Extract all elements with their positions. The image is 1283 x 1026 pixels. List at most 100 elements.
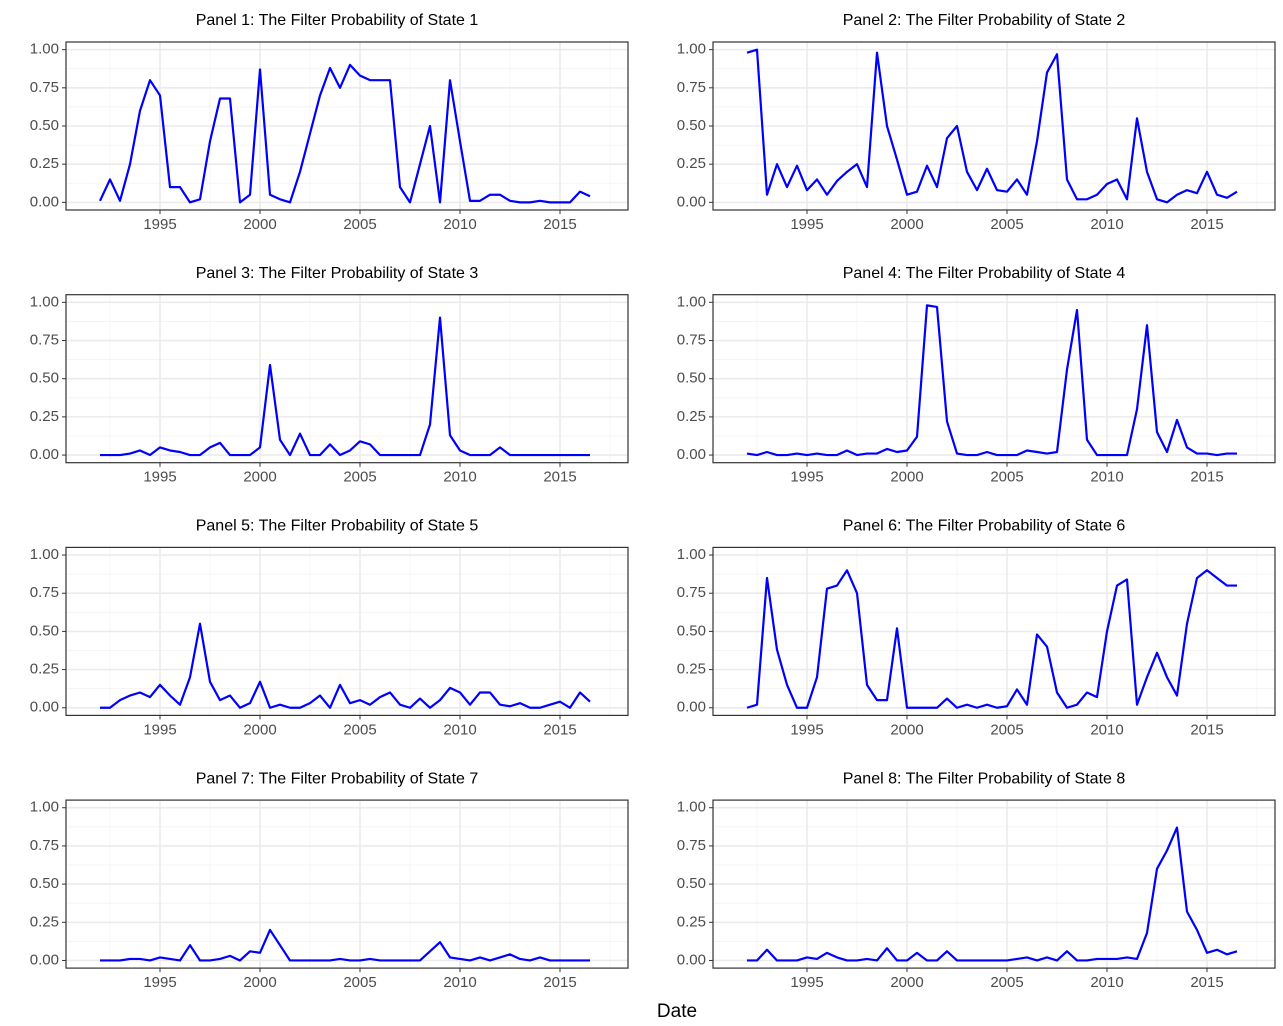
data-line xyxy=(746,48,1238,204)
x-tick-label: 2000 xyxy=(890,216,923,233)
y-tick-label: 1.00 xyxy=(677,293,706,310)
x-tick-label: 2000 xyxy=(890,721,923,738)
panel-border xyxy=(65,41,629,211)
y-tick-label: 0.25 xyxy=(677,408,706,425)
x-tick-label: 1995 xyxy=(143,974,176,991)
x-tick-label: 1995 xyxy=(143,469,176,486)
panel-border xyxy=(712,294,1276,464)
y-tick-label: 0.50 xyxy=(30,370,59,387)
y-tick-label: 0.75 xyxy=(677,331,706,348)
x-tick-label: 1995 xyxy=(790,216,823,233)
y-tick-label: 0.25 xyxy=(30,408,59,425)
y-tick-label: 0.50 xyxy=(30,622,59,639)
x-tick-label: 2000 xyxy=(243,469,276,486)
panel-title: Panel 4: The Filter Probability of State… xyxy=(843,265,1126,282)
x-tick-label: 2005 xyxy=(343,216,376,233)
y-tick-label: 0.25 xyxy=(677,155,706,172)
x-tick-label: 2015 xyxy=(1190,469,1223,486)
y-tick-label: 0.25 xyxy=(677,661,706,678)
y-tick-label: 0.50 xyxy=(677,370,706,387)
x-tick-label: 1995 xyxy=(143,721,176,738)
x-tick-label: 2005 xyxy=(343,721,376,738)
y-tick-label: 0.25 xyxy=(677,913,706,930)
y-tick-label: 0.00 xyxy=(677,951,706,968)
x-axis-label: Date xyxy=(657,1001,697,1022)
data-line xyxy=(746,304,1237,457)
x-tick-label: 2015 xyxy=(1190,216,1223,233)
y-tick-label: 0.50 xyxy=(677,622,706,639)
y-tick-label: 0.50 xyxy=(30,875,59,892)
y-tick-label: 1.00 xyxy=(677,799,706,816)
x-tick-label: 2005 xyxy=(343,469,376,486)
y-tick-label: 0.75 xyxy=(30,837,59,854)
x-tick-label: 2010 xyxy=(1090,216,1123,233)
x-tick-label: 2015 xyxy=(543,721,576,738)
y-tick-label: 1.00 xyxy=(30,799,59,816)
x-tick-label: 2010 xyxy=(1090,469,1123,486)
panel-border xyxy=(712,41,1276,211)
panel-border xyxy=(712,546,1276,717)
x-tick-label: 2010 xyxy=(443,721,476,738)
x-tick-label: 2015 xyxy=(543,974,576,991)
panel-title: Panel 1: The Filter Probability of State… xyxy=(196,12,479,29)
x-tick-label: 1995 xyxy=(790,721,823,738)
panel-title: Panel 6: The Filter Probability of State… xyxy=(843,518,1126,535)
data-line xyxy=(747,826,1238,962)
x-tick-label: 2010 xyxy=(1090,974,1123,991)
x-tick-label: 1995 xyxy=(790,974,823,991)
x-tick-label: 2000 xyxy=(243,216,276,233)
panel-border xyxy=(712,799,1276,969)
panel-title: Panel 3: The Filter Probability of State… xyxy=(196,265,479,282)
y-tick-label: 0.25 xyxy=(30,661,59,678)
y-tick-label: 0.75 xyxy=(30,331,59,348)
panel-title: Panel 2: The Filter Probability of State… xyxy=(843,12,1126,29)
panel-title: Panel 5: The Filter Probability of State… xyxy=(196,518,479,535)
x-tick-label: 2010 xyxy=(443,974,476,991)
y-tick-label: 1.00 xyxy=(677,546,706,563)
data-line xyxy=(100,316,590,457)
data-line xyxy=(100,622,591,709)
y-tick-label: 0.00 xyxy=(30,699,59,716)
y-tick-label: 0.75 xyxy=(677,584,706,601)
x-tick-label: 2005 xyxy=(990,721,1023,738)
x-tick-label: 2000 xyxy=(243,721,276,738)
panel-border xyxy=(65,546,629,717)
y-tick-label: 1.00 xyxy=(30,546,59,563)
x-tick-label: 2005 xyxy=(990,469,1023,486)
data-line xyxy=(746,569,1237,709)
y-tick-label: 0.00 xyxy=(30,951,59,968)
y-tick-label: 0.75 xyxy=(677,79,706,96)
x-tick-label: 2005 xyxy=(990,216,1023,233)
y-tick-label: 1.00 xyxy=(30,293,59,310)
x-tick-label: 2015 xyxy=(1190,721,1223,738)
data-line xyxy=(100,928,590,962)
y-tick-label: 0.50 xyxy=(677,117,706,134)
x-tick-label: 2015 xyxy=(543,216,576,233)
y-tick-label: 1.00 xyxy=(677,41,706,58)
y-tick-label: 0.00 xyxy=(30,193,59,210)
x-tick-label: 2000 xyxy=(890,469,923,486)
x-tick-label: 1995 xyxy=(790,469,823,486)
y-tick-label: 0.75 xyxy=(30,79,59,96)
x-tick-label: 2000 xyxy=(890,974,923,991)
data-line xyxy=(99,63,591,204)
panel-title: Panel 8: The Filter Probability of State… xyxy=(843,770,1126,787)
y-tick-label: 0.75 xyxy=(30,584,59,601)
panel-border xyxy=(65,799,629,969)
x-tick-label: 2010 xyxy=(443,216,476,233)
x-tick-label: 2010 xyxy=(443,469,476,486)
y-tick-label: 0.75 xyxy=(677,837,706,854)
x-tick-label: 2005 xyxy=(343,974,376,991)
y-tick-label: 0.00 xyxy=(677,193,706,210)
x-tick-label: 2010 xyxy=(1090,721,1123,738)
x-tick-label: 2000 xyxy=(243,974,276,991)
y-tick-label: 0.25 xyxy=(30,913,59,930)
y-tick-label: 0.00 xyxy=(30,446,59,463)
x-tick-label: 2005 xyxy=(990,974,1023,991)
y-tick-label: 0.00 xyxy=(677,699,706,716)
panel-title: Panel 7: The Filter Probability of State… xyxy=(196,770,479,787)
y-tick-label: 0.00 xyxy=(677,446,706,463)
x-tick-label: 1995 xyxy=(143,216,176,233)
